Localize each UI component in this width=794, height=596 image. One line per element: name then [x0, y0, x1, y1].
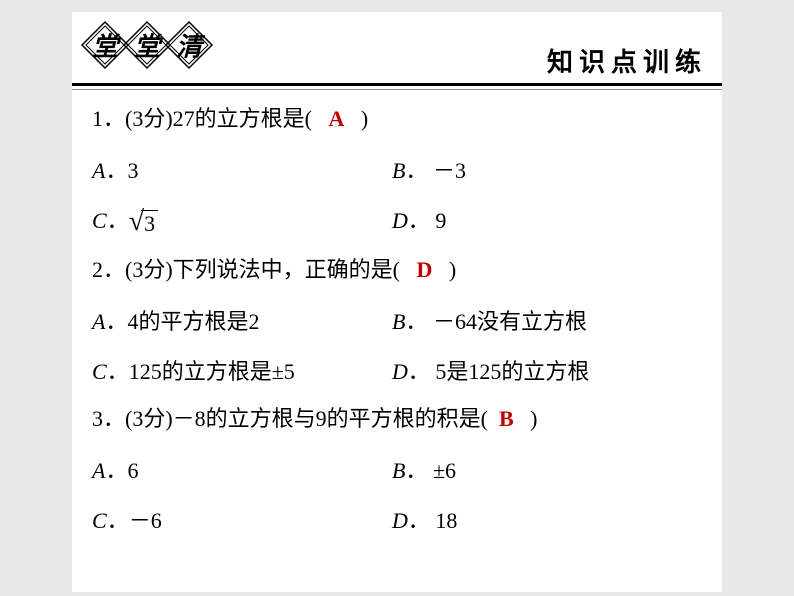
- diamond-3-text: 清: [176, 27, 202, 64]
- q2-options-row2: C．125的立方根是±5 D． 5是125的立方根: [92, 354, 712, 386]
- diamond-decorations: 堂 堂 清: [80, 20, 206, 70]
- q3-optC-text: ．－6: [107, 508, 162, 533]
- q1-optD-label: D: [392, 208, 408, 233]
- q3-option-b: B． ±6: [392, 453, 712, 485]
- q1-answer: A: [328, 106, 344, 131]
- q1-text: 1．(3分)27的立方根是(: [92, 106, 312, 131]
- q3-options-row1: A．6 B． ±6: [92, 453, 712, 485]
- q2-optD-label: D: [392, 359, 408, 384]
- q1-optB-label: B: [392, 158, 405, 183]
- question-2: 2．(3分)下列说法中，正确的是( D ): [92, 255, 712, 286]
- header-title: 知识点训练: [547, 42, 707, 79]
- q1-optB-text: ． －3: [405, 158, 466, 183]
- q1-option-a: A．3: [92, 153, 392, 185]
- q2-option-c: C．125的立方根是±5: [92, 354, 392, 386]
- q2-optB-label: B: [392, 309, 405, 334]
- q3-text-end: ): [530, 406, 537, 431]
- q2-optB-text: ． －64没有立方根: [405, 309, 587, 334]
- q1-optC-sqrt: 3: [141, 210, 158, 237]
- q3-option-d: D． 18: [392, 503, 712, 535]
- q3-optD-label: D: [392, 508, 408, 533]
- q2-text-end: ): [449, 257, 456, 282]
- q1-optC-label: C: [92, 208, 107, 233]
- q3-optA-text: ．6: [105, 458, 138, 483]
- q2-optC-text: ．125的立方根是±5: [107, 359, 295, 384]
- q1-option-b: B． －3: [392, 153, 712, 185]
- q1-options-row2: C．√3 D． 9: [92, 203, 712, 237]
- q3-options-row2: C．－6 D． 18: [92, 503, 712, 535]
- q1-options-row1: A．3 B． －3: [92, 153, 712, 185]
- q2-text: 2．(3分)下列说法中，正确的是(: [92, 257, 400, 282]
- q2-optD-text: ． 5是125的立方根: [408, 359, 590, 384]
- q2-optA-label: A: [92, 309, 105, 334]
- q1-optA-text: ．3: [105, 158, 138, 183]
- diamond-1-text: 堂: [92, 27, 118, 64]
- diamond-2-text: 堂: [134, 27, 160, 64]
- q2-optC-label: C: [92, 359, 107, 384]
- q1-option-c: C．√3: [92, 203, 392, 237]
- q2-option-a: A．4的平方根是2: [92, 304, 392, 336]
- q2-answer: D: [416, 257, 432, 282]
- questions-container: 1．(3分)27的立方根是( A ) A．3 B． －3 C．√3 D． 9 2…: [72, 86, 722, 563]
- question-1: 1．(3分)27的立方根是( A ): [92, 104, 712, 135]
- q2-option-b: B． －64没有立方根: [392, 304, 712, 336]
- q2-option-d: D． 5是125的立方根: [392, 354, 712, 386]
- header: 堂 堂 清 知识点训练: [72, 12, 722, 86]
- content-area: 堂 堂 清 知识点训练 1．(3分)27的立方根是( A ) A．3 B． －3…: [72, 12, 722, 592]
- q2-options-row1: A．4的平方根是2 B． －64没有立方根: [92, 304, 712, 336]
- q1-option-d: D． 9: [392, 203, 712, 237]
- q1-optD-text: ． 9: [408, 208, 447, 233]
- q3-option-c: C．－6: [92, 503, 392, 535]
- q1-optC-text: ．: [107, 208, 129, 233]
- q3-option-a: A．6: [92, 453, 392, 485]
- q3-optB-label: B: [392, 458, 405, 483]
- diamond-3: 清: [164, 20, 214, 70]
- q1-text-end: ): [361, 106, 368, 131]
- q3-text: 3．(3分)－8的立方根与9的平方根的积是(: [92, 406, 488, 431]
- q2-optA-text: ．4的平方根是2: [105, 309, 259, 334]
- q3-optC-label: C: [92, 508, 107, 533]
- q3-optA-label: A: [92, 458, 105, 483]
- q3-answer: B: [499, 406, 514, 431]
- q1-optA-label: A: [92, 158, 105, 183]
- question-3: 3．(3分)－8的立方根与9的平方根的积是( B ): [92, 404, 712, 435]
- sqrt-icon: √3: [129, 208, 158, 237]
- q3-optB-text: ． ±6: [405, 458, 456, 483]
- q3-optD-text: ． 18: [408, 508, 458, 533]
